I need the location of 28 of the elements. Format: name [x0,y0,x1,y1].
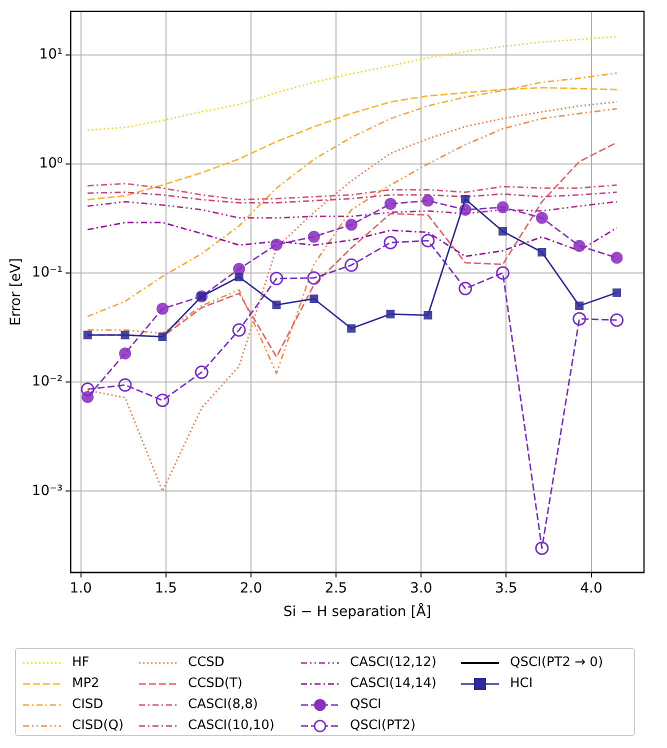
legend-label: HCI [510,676,533,691]
x-tick-label: 4.0 [580,580,602,596]
legend-label: CISD(Q) [72,718,124,733]
x-tick-label: 2.5 [324,580,348,596]
legend-label: HF [72,655,90,670]
x-tick-label: 2.0 [240,580,262,596]
y-axis-title: Error [eV] [8,258,24,326]
y-tick-label: 10⁻¹ [32,264,63,281]
x-axis-title: Si − H separation [Å] [283,603,432,620]
legend-label: CASCI(10,10) [188,718,274,733]
legend-label: CASCI(14,14) [350,676,436,691]
y-tick-label: 10⁻³ [32,482,63,499]
x-tick-label: 3.0 [410,580,432,596]
legend-label: CCSD(T) [188,676,243,691]
y-tick-label: 10¹ [39,46,63,62]
legend-label: CCSD [188,655,224,670]
x-tick-label: 1.5 [154,580,178,596]
y-tick-label: 10⁰ [39,156,63,172]
legend-label: CASCI(12,12) [350,655,436,670]
y-tick-label: 10⁻² [32,374,63,390]
legend-label: CISD [72,697,104,712]
legend-label: QSCI [350,697,382,712]
legend-label: CASCI(8,8) [188,697,258,712]
legend-label: QSCI(PT2 → 0) [510,655,604,670]
legend-label: QSCI(PT2) [350,718,416,733]
x-tick-label: 1.0 [70,580,92,596]
x-tick-label: 3.5 [495,580,518,596]
legend-label: MP2 [72,676,100,691]
